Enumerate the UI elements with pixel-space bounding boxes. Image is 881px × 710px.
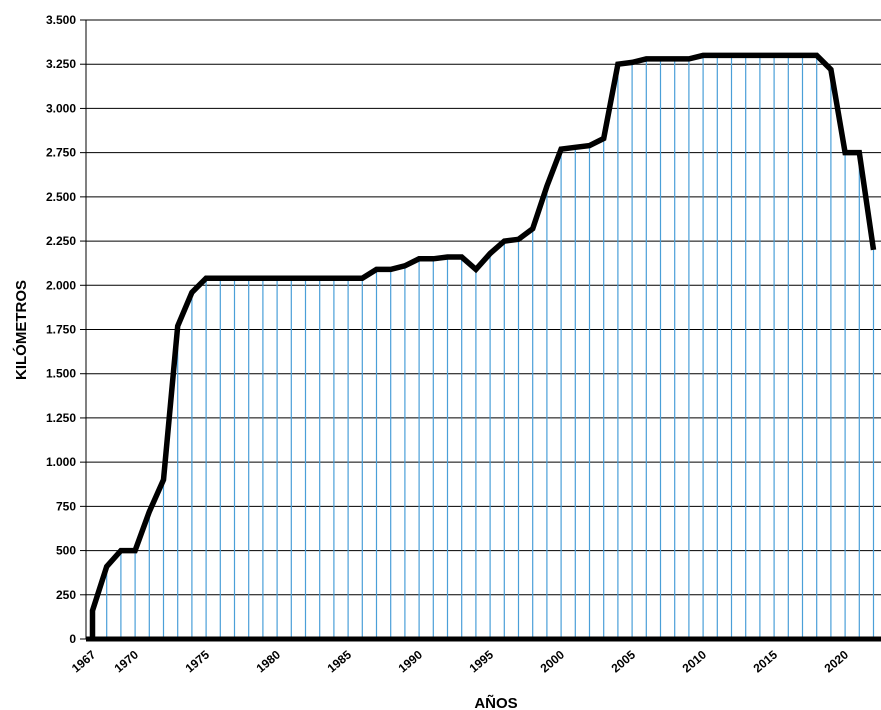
x-tick-label: 1990 (396, 647, 426, 675)
y-tick-label: 3.000 (46, 101, 76, 115)
x-tick-label: 1970 (112, 647, 142, 675)
y-tick-label: 2.250 (46, 234, 76, 248)
area-fill-lines (91, 55, 875, 639)
y-tick-label: 1.000 (46, 455, 76, 469)
gridlines (86, 19, 881, 596)
x-tick-label: 1985 (325, 647, 355, 675)
series-line (89, 52, 877, 639)
x-tick-label: 2015 (751, 647, 781, 675)
x-tick-label: 1980 (254, 647, 284, 675)
y-tick-label: 2.000 (46, 278, 76, 292)
x-axis-title: AÑOS (474, 694, 517, 710)
y-tick-label: 3.250 (46, 57, 76, 71)
y-tick-label: 500 (56, 544, 76, 558)
y-tick-label: 2.750 (46, 146, 76, 160)
y-tick-label: 2.500 (46, 190, 76, 204)
y-axis-title: KILÓMETROS (12, 280, 30, 380)
series-line-group (89, 52, 877, 639)
y-tick-label: 750 (56, 499, 76, 513)
x-tick-labels: 1967 1970 1975 1980 1985 1990 1995 2000 2005 2010… (69, 647, 851, 675)
y-tick-label: 1.500 (46, 367, 76, 381)
y-tick-label: 250 (56, 588, 76, 602)
x-tick-label: 1967 (69, 647, 99, 675)
x-tick-label: 1995 (467, 647, 497, 675)
x-tick-label: 2000 (538, 647, 568, 675)
y-tick-label: 1.250 (46, 411, 76, 425)
y-tick-label: 3.500 (46, 13, 76, 27)
y-tick-labels: 0 250 500 750 1.000 1.250 1.500 1.750 2.000 2.250… (46, 13, 76, 646)
y-tick-label: 1.750 (46, 323, 76, 337)
axes (80, 19, 881, 642)
x-tick-label: 1975 (183, 647, 213, 675)
x-tick-label: 2005 (609, 647, 639, 675)
y-tick-label: 0 (69, 632, 76, 646)
x-tick-label: 2010 (680, 647, 710, 675)
x-tick-label: 2020 (822, 647, 852, 675)
